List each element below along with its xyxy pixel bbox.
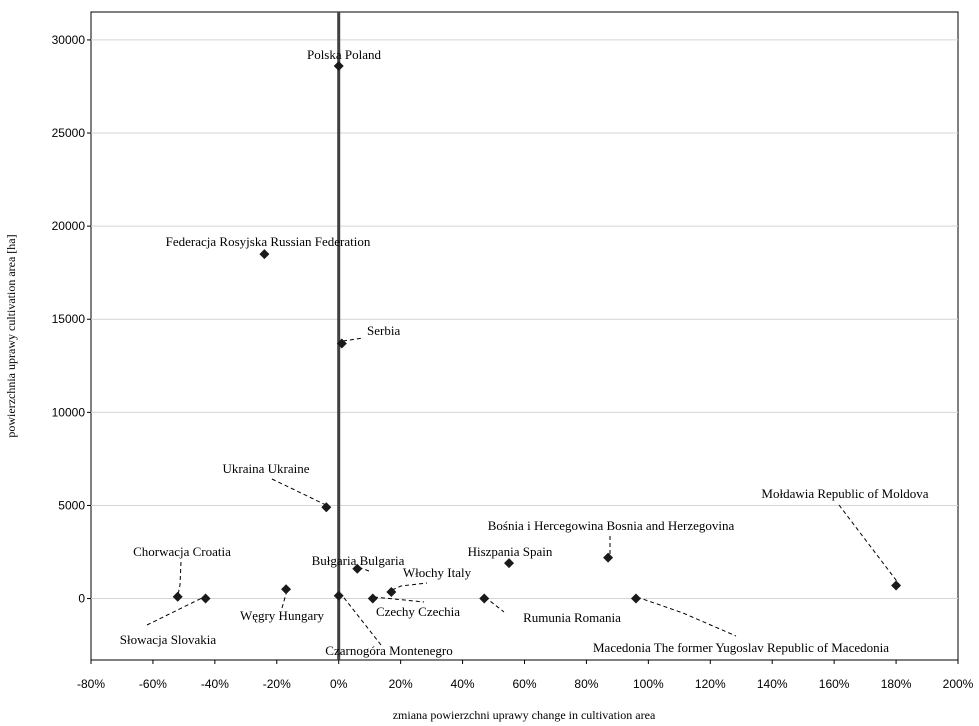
x-tick-label: 60% xyxy=(512,677,536,691)
point-label: Rumunia Romania xyxy=(523,610,621,625)
data-point-marker xyxy=(336,338,347,349)
y-tick-label: 0 xyxy=(78,592,85,606)
x-tick-label: -20% xyxy=(263,677,291,691)
data-point-marker xyxy=(479,593,490,604)
point-label: Węgry Hungary xyxy=(240,608,325,623)
x-tick-label: 100% xyxy=(633,677,664,691)
leader-line xyxy=(281,586,289,609)
y-axis-ticks: 0 5000 10000 15000 20000 25000 30000 xyxy=(52,33,91,606)
leader-line xyxy=(342,337,364,342)
x-axis-title: zmiana powierzchni uprawy change in cult… xyxy=(393,708,656,722)
point-label: Czarnogóra Montenegro xyxy=(325,643,452,658)
plot-area xyxy=(90,11,959,661)
x-tick-label: 140% xyxy=(757,677,788,691)
y-tick-label: 10000 xyxy=(52,405,86,419)
x-tick-label: 180% xyxy=(881,677,912,691)
leader-line xyxy=(340,593,382,646)
x-tick-label: 160% xyxy=(819,677,850,691)
data-point-marker xyxy=(281,584,292,595)
x-tick-label: -80% xyxy=(77,677,105,691)
y-tick-label: 25000 xyxy=(52,126,86,140)
data-point-marker xyxy=(630,593,641,604)
data-point-marker xyxy=(172,591,183,602)
point-label: Mołdawia Republic of Moldova xyxy=(761,486,928,501)
leader-line xyxy=(146,596,205,626)
y-axis-title: powierzchnia uprawy cultivation area [ha… xyxy=(4,234,18,437)
x-axis-ticks: -80% -60% -40% -20% 0% 20% 40% 60% 80% 100% 120% 14… xyxy=(77,660,974,691)
point-label: Bułgaria Bulgaria xyxy=(312,553,405,568)
data-point-marker xyxy=(352,563,363,574)
x-tick-label: 80% xyxy=(574,677,598,691)
x-tick-label: -40% xyxy=(201,677,229,691)
data-point-marker xyxy=(321,502,332,513)
leader-line xyxy=(838,504,900,585)
point-labels: Polska Poland Federacja Rosyjska Russian … xyxy=(120,47,929,658)
data-points xyxy=(172,61,902,604)
point-label: Czechy Czechia xyxy=(376,604,460,619)
data-point-marker xyxy=(333,61,344,71)
gridlines xyxy=(91,39,958,600)
x-tick-label: 40% xyxy=(451,677,475,691)
point-label: Włochy Italy xyxy=(403,565,472,580)
x-tick-label: 200% xyxy=(943,677,974,691)
data-point-marker xyxy=(891,580,902,591)
x-tick-label: 120% xyxy=(695,677,726,691)
data-point-marker xyxy=(200,593,211,604)
leader-line xyxy=(271,478,329,507)
data-point-marker xyxy=(504,558,515,569)
point-label: Hiszpania Spain xyxy=(468,544,553,559)
point-label: Federacja Rosyjska Russian Federation xyxy=(166,234,371,249)
point-label: Chorwacja Croatia xyxy=(133,544,231,559)
x-tick-label: -60% xyxy=(139,677,167,691)
y-tick-label: 30000 xyxy=(52,33,86,47)
data-point-marker xyxy=(259,249,270,260)
y-tick-label: 15000 xyxy=(52,312,86,326)
point-label: Słowacja Slovakia xyxy=(120,632,217,647)
data-point-marker xyxy=(367,593,378,604)
x-tick-label: 20% xyxy=(389,677,413,691)
point-label: Ukraina Ukraine xyxy=(223,461,310,476)
point-label: Macedonia The former Yugoslav Republic o… xyxy=(593,640,889,655)
leader-line xyxy=(636,596,737,637)
data-point-marker xyxy=(603,552,614,563)
leader-lines xyxy=(146,337,900,646)
y-tick-label: 5000 xyxy=(58,498,85,512)
x-tick-label: 0% xyxy=(330,677,348,691)
leader-line xyxy=(177,561,182,596)
data-point-marker xyxy=(333,590,344,601)
data-point-marker xyxy=(386,587,397,598)
point-label: Polska Poland xyxy=(307,47,382,62)
point-label: Serbia xyxy=(367,323,400,338)
point-label: Bośnia i Hercegowina Bosnia and Herzegov… xyxy=(488,518,735,533)
leader-line xyxy=(391,582,428,591)
leader-line xyxy=(373,596,425,603)
y-tick-label: 20000 xyxy=(52,219,86,233)
